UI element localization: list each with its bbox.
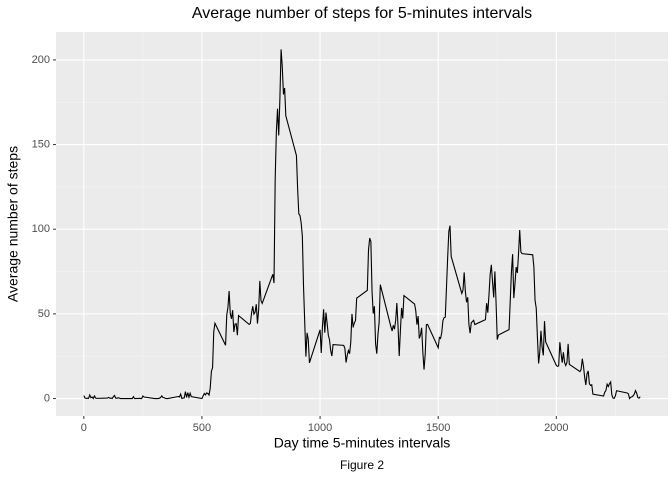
x-tick-label: 0 bbox=[81, 422, 87, 434]
x-tick-label: 2000 bbox=[544, 422, 568, 434]
x-axis-label: Day time 5-minutes intervals bbox=[274, 435, 451, 451]
y-axis-label: Average number of steps bbox=[5, 146, 21, 302]
y-tick-label: 50 bbox=[38, 308, 50, 320]
data-line bbox=[83, 49, 641, 400]
chart-title: Average number of steps for 5-minutes in… bbox=[192, 5, 532, 22]
x-tick-label: 500 bbox=[193, 422, 211, 434]
x-tick-label: 1500 bbox=[426, 422, 450, 434]
x-tick-label: 1000 bbox=[308, 422, 332, 434]
panel-background bbox=[56, 32, 668, 416]
y-tick-label: 0 bbox=[44, 392, 50, 404]
y-tick-label: 150 bbox=[32, 138, 50, 150]
y-tick-label: 100 bbox=[32, 223, 50, 235]
y-tick-label: 200 bbox=[32, 54, 50, 66]
caption: Figure 2 bbox=[340, 458, 384, 472]
